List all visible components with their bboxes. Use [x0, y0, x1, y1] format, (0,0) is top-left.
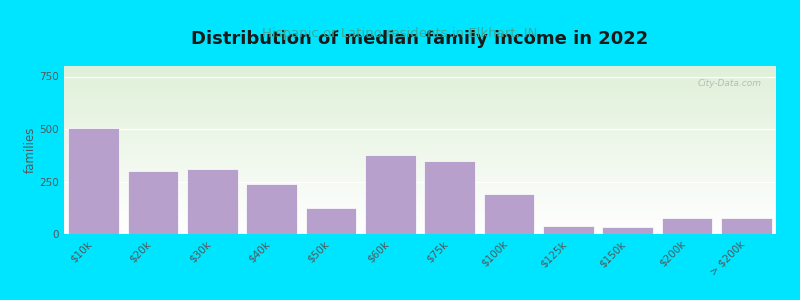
Text: Hispanic or Latino residents in Elkhart, IN: Hispanic or Latino residents in Elkhart,…	[262, 26, 538, 40]
Bar	[69, 128, 119, 234]
Bar	[365, 155, 415, 234]
Bar	[187, 169, 238, 234]
Bar	[425, 160, 475, 234]
Text: City-Data.com: City-Data.com	[698, 80, 762, 88]
Bar	[721, 218, 771, 234]
Bar	[128, 171, 178, 234]
Bar	[602, 227, 653, 234]
Bar	[484, 194, 534, 234]
Bar	[306, 208, 356, 234]
Y-axis label: families: families	[24, 127, 37, 173]
Bar	[662, 218, 712, 234]
Bar	[246, 184, 297, 234]
Title: Distribution of median family income in 2022: Distribution of median family income in …	[191, 30, 649, 48]
Bar	[543, 226, 594, 234]
